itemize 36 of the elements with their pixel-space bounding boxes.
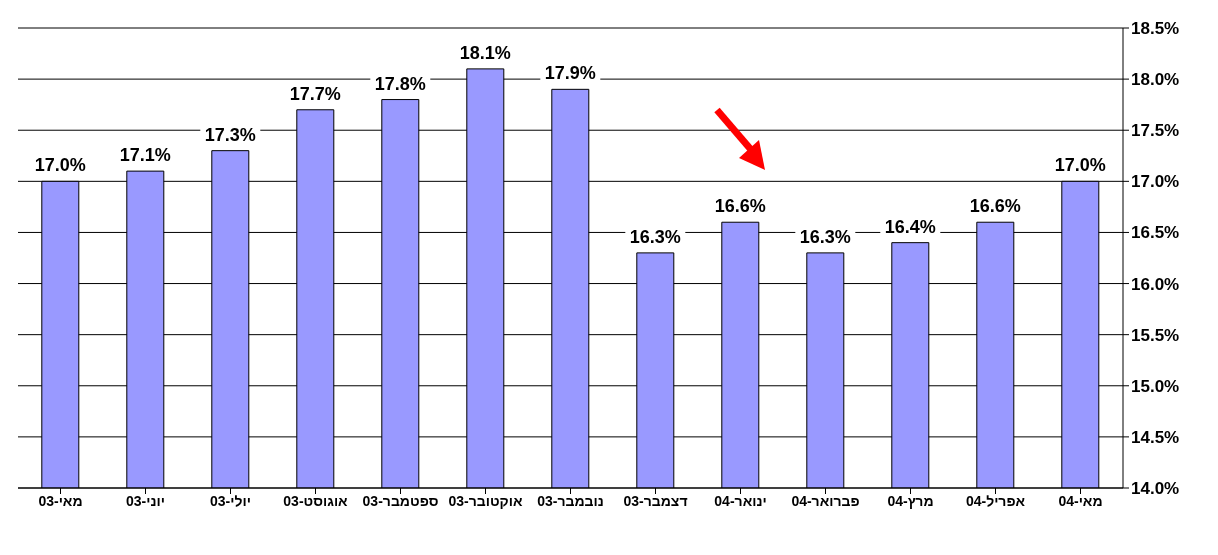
data-label: 18.1% — [459, 42, 511, 63]
y-tick-label: 14.5% — [1131, 427, 1180, 447]
data-label: 16.3% — [799, 226, 851, 247]
x-tick-label: מאי-03 — [38, 492, 83, 509]
y-tick-label: 16.5% — [1131, 223, 1180, 243]
x-tick-label: יוני-03 — [126, 492, 165, 509]
x-tick-label: אוגוסט-03 — [283, 492, 349, 509]
y-tick-label: 17.0% — [1131, 172, 1180, 192]
y-tick-label: 16.0% — [1131, 274, 1180, 294]
data-label: 16.4% — [884, 216, 936, 237]
x-tick-label: פברואר-04 — [791, 492, 860, 509]
y-tick-label: 15.5% — [1131, 325, 1180, 345]
y-tick-label: 18.5% — [1131, 19, 1180, 39]
y-tick-label: 17.5% — [1131, 121, 1180, 141]
x-tick-label: דצמבר-03 — [623, 492, 688, 509]
y-tick-label: 15.0% — [1131, 376, 1180, 396]
data-label: 16.6% — [714, 196, 766, 217]
data-label: 17.7% — [289, 83, 341, 104]
data-label: 17.8% — [374, 73, 426, 94]
data-label: 16.3% — [629, 226, 681, 247]
y-tick-label: 14.0% — [1131, 479, 1180, 499]
x-tick-label: נובמבר-03 — [537, 492, 604, 509]
data-label: 17.9% — [544, 63, 596, 84]
x-tick-label: ספטמבר-03 — [362, 492, 439, 509]
x-tick-label: יולי-03 — [210, 492, 251, 509]
x-tick-label: מרץ-04 — [887, 492, 934, 509]
x-tick-label: מאי-04 — [1058, 492, 1103, 509]
y-tick-label: 18.0% — [1131, 70, 1180, 90]
data-label: 17.1% — [119, 145, 171, 166]
x-tick-label: ינואר-04 — [714, 492, 767, 509]
x-tick-label: אפריל-04 — [965, 492, 1026, 509]
data-label: 16.6% — [969, 196, 1021, 217]
data-label: 17.0% — [1054, 155, 1106, 176]
data-label: 17.3% — [204, 124, 256, 145]
data-label: 17.0% — [34, 155, 86, 176]
x-tick-label: אוקטובר-03 — [448, 492, 523, 509]
